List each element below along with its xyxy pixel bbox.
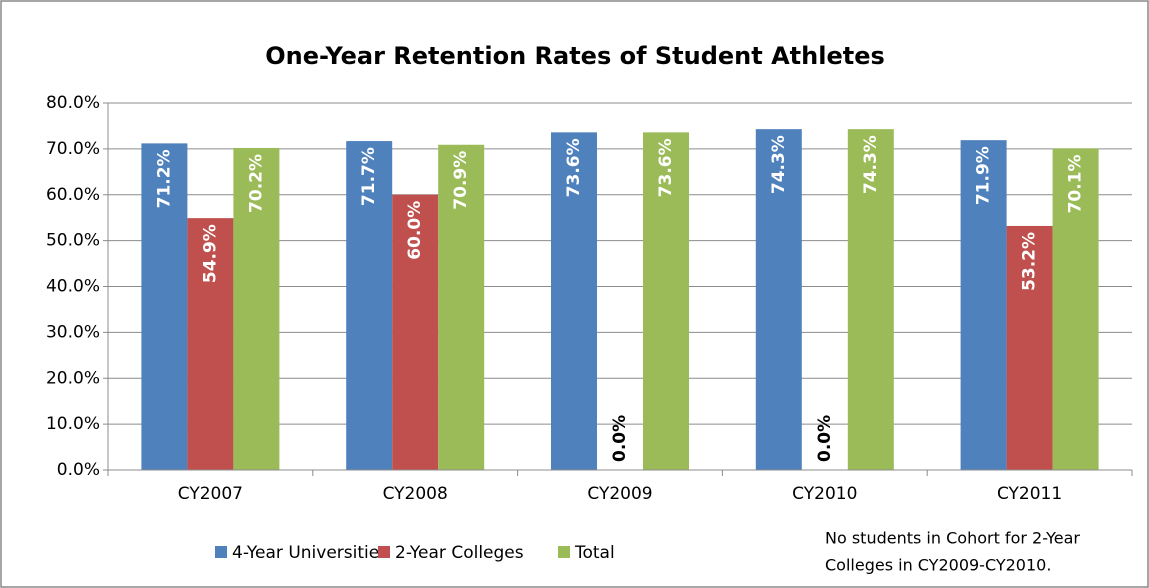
value-label: 73.6% (564, 138, 584, 197)
legend-swatch (215, 546, 227, 558)
bar (960, 140, 1007, 470)
value-label: 71.7% (359, 147, 379, 206)
bar (392, 194, 439, 470)
value-label: 74.3% (861, 135, 881, 194)
bar (233, 147, 280, 470)
x-tick-label: CY2010 (792, 484, 857, 504)
x-tick-label: CY2011 (997, 484, 1062, 504)
legend-swatch (558, 546, 570, 558)
value-label: 70.1% (1066, 154, 1086, 213)
y-tick-label: 70.0% (46, 139, 100, 159)
value-label: 53.2% (1020, 232, 1040, 291)
value-label: 74.3% (769, 135, 789, 194)
value-label: 71.9% (974, 146, 994, 205)
value-label: 0.0% (610, 415, 630, 462)
value-label: 54.9% (200, 224, 220, 283)
bar (1052, 148, 1099, 470)
chart-title: One-Year Retention Rates of Student Athl… (265, 42, 885, 70)
y-tick-label: 80.0% (46, 93, 100, 113)
bar (346, 141, 393, 471)
y-tick-label: 10.0% (46, 414, 100, 434)
value-label: 71.2% (154, 149, 174, 208)
value-label: 70.9% (451, 151, 471, 210)
value-label: 0.0% (815, 415, 835, 462)
value-label: 60.0% (405, 201, 425, 260)
bar (1006, 225, 1053, 470)
y-tick-label: 20.0% (46, 368, 100, 388)
x-tick-label: CY2008 (383, 484, 448, 504)
legend-label: 2-Year Colleges (395, 543, 524, 563)
annotation: No students in Cohort for 2-Year (825, 529, 1080, 548)
y-tick-label: 50.0% (46, 231, 100, 251)
y-tick-label: 40.0% (46, 277, 100, 297)
bar (187, 218, 234, 470)
legend-label: Total (574, 543, 615, 563)
y-tick-label: 30.0% (46, 322, 100, 342)
legend-label: 4-Year Universities (232, 543, 388, 563)
y-tick-label: 60.0% (46, 185, 100, 205)
bar (847, 129, 894, 470)
x-tick-label: CY2009 (587, 484, 652, 504)
bar (643, 132, 689, 471)
bar (438, 144, 485, 470)
bar (141, 143, 188, 470)
y-tick-label: 0.0% (57, 460, 100, 480)
bar (551, 132, 597, 471)
annotation: Colleges in CY2009-CY2010. (825, 556, 1051, 575)
value-label: 73.6% (656, 138, 676, 197)
x-tick-label: CY2007 (178, 484, 243, 504)
legend-swatch (378, 546, 390, 558)
bar (755, 129, 802, 470)
value-label: 70.2% (246, 154, 266, 213)
